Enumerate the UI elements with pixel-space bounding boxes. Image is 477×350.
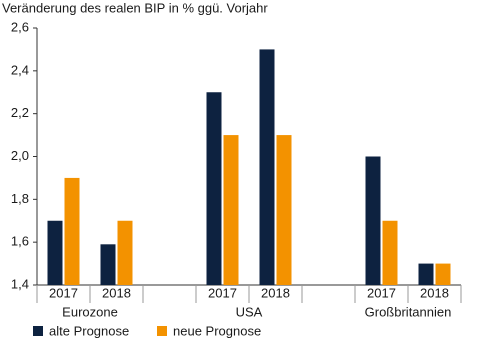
x-tick-label: 2017: [367, 285, 396, 300]
bar: [435, 263, 451, 285]
legend-label: neue Prognose: [173, 323, 261, 338]
x-tick-label: 2017: [49, 285, 78, 300]
x-tick-label: 2017: [208, 285, 237, 300]
y-tick-label: 2,2: [11, 105, 29, 120]
group-label: Eurozone: [62, 304, 118, 319]
legend-label: alte Prognose: [49, 323, 129, 338]
y-tick-label: 1,8: [11, 191, 29, 206]
bar: [47, 220, 63, 285]
bar: [276, 135, 292, 285]
y-tick-label: 2,6: [11, 19, 29, 34]
legend-swatch: [33, 326, 43, 336]
bar: [206, 92, 222, 285]
x-tick-label: 2018: [102, 285, 131, 300]
chart-title: Veränderung des realen BIP in % ggü. Vor…: [2, 0, 268, 15]
legend-swatch: [157, 326, 167, 336]
bar: [365, 156, 381, 285]
bar: [259, 49, 275, 285]
y-tick-label: 1,6: [11, 234, 29, 249]
group-label: Großbritannien: [365, 304, 452, 319]
y-tick-label: 1,4: [11, 276, 29, 291]
group-label: USA: [236, 304, 263, 319]
x-tick-label: 2018: [261, 285, 290, 300]
bar: [64, 177, 80, 285]
bar: [117, 220, 133, 285]
bar: [418, 263, 434, 285]
bar: [382, 220, 398, 285]
bar: [223, 135, 239, 285]
y-tick-label: 2,4: [11, 62, 29, 77]
y-tick-label: 2,0: [11, 148, 29, 163]
x-tick-label: 2018: [420, 285, 449, 300]
bar: [100, 244, 116, 285]
